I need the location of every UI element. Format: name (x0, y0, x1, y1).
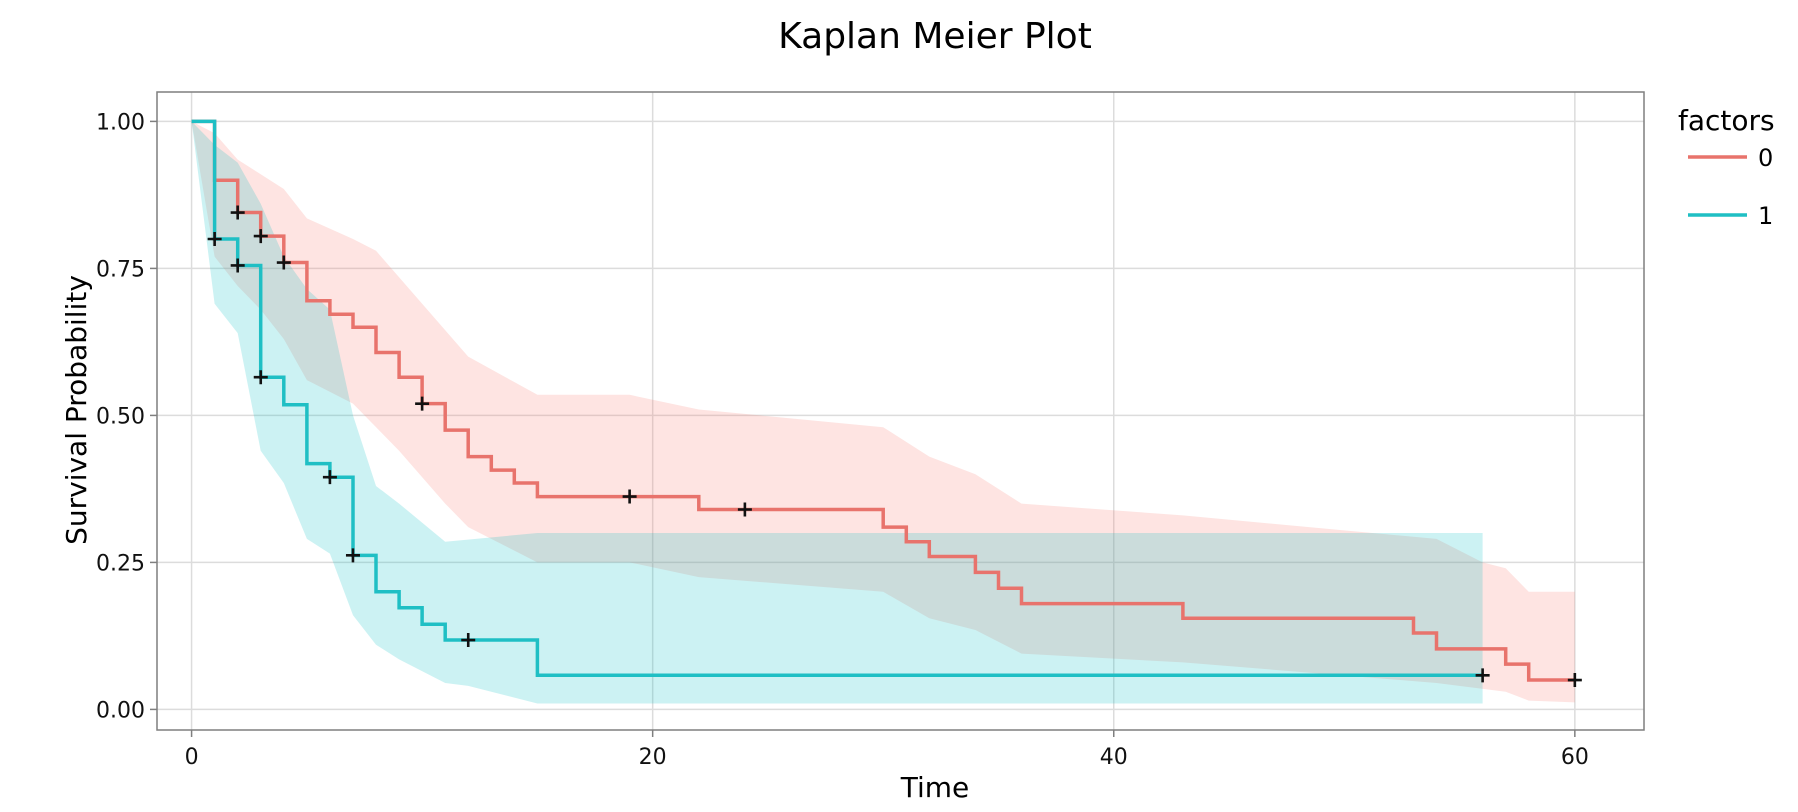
censor-mark-1-3 (322, 470, 337, 485)
y-tick-label-2: 0.50 (96, 404, 145, 429)
confidence-band-1 (191, 121, 1483, 704)
x-axis-title: Time (900, 771, 970, 804)
censor-mark-1-6 (1475, 668, 1490, 683)
legend: 01 (1688, 144, 1773, 230)
censor-mark-1-4 (345, 548, 360, 563)
censor-mark-0-6 (1567, 673, 1582, 688)
y-tick-label-0: 0.00 (96, 698, 145, 723)
x-tick-label-2: 40 (1100, 745, 1128, 770)
censor-mark-0-5 (737, 502, 752, 517)
y-tick-label-4: 1.00 (96, 110, 145, 135)
x-tick-label-0: 0 (185, 745, 199, 770)
plot-panel (157, 92, 1644, 730)
chart-title: Kaplan Meier Plot (778, 16, 1092, 57)
censor-mark-1-5 (461, 633, 476, 648)
y-tick-label-3: 0.75 (96, 257, 145, 282)
confidence-band-0 (191, 121, 1575, 703)
legend-title: factors (1678, 104, 1775, 137)
plot-border (156, 91, 1645, 731)
censor-mark-0-1 (253, 229, 268, 244)
censor-mark-0-3 (415, 396, 430, 411)
survival-line-0 (191, 119, 1575, 682)
censor-mark-0-0 (230, 205, 245, 220)
x-tick-label-3: 60 (1561, 745, 1589, 770)
legend-label-1: 1 (1758, 202, 1773, 230)
y-tick-label-1: 0.25 (96, 551, 145, 576)
censor-mark-1-0 (207, 232, 222, 247)
legend-label-0: 0 (1758, 144, 1773, 172)
x-tick-label-1: 20 (639, 745, 667, 770)
censor-mark-1-1 (230, 258, 245, 273)
censor-mark-1-2 (253, 370, 268, 385)
y-axis-title: Survival Probability (60, 275, 93, 545)
censor-mark-0-2 (276, 255, 291, 270)
censor-mark-0-4 (622, 489, 637, 504)
